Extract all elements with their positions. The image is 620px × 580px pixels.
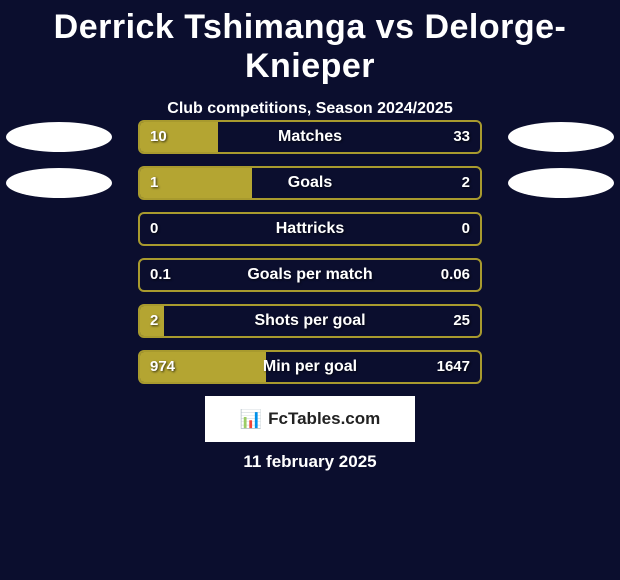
player-left-disc: [6, 122, 112, 152]
stat-bar: 0.10.06Goals per match: [138, 258, 482, 292]
stat-row: 1033Matches: [0, 120, 620, 154]
stat-bar: 9741647Min per goal: [138, 350, 482, 384]
stat-row: 0.10.06Goals per match: [0, 258, 620, 292]
logo-text: FcTables.com: [268, 409, 380, 429]
site-logo: 📊 FcTables.com: [205, 396, 415, 442]
stat-label: Min per goal: [140, 352, 480, 382]
chart-icon: 📊: [240, 409, 262, 430]
stat-label: Goals: [140, 168, 480, 198]
page-title: Derrick Tshimanga vs Delorge-Knieper: [0, 0, 620, 86]
player-right-disc: [508, 168, 614, 198]
page-subtitle: Club competitions, Season 2024/2025: [0, 100, 620, 118]
stat-bar: 225Shots per goal: [138, 304, 482, 338]
stat-label: Hattricks: [140, 214, 480, 244]
stat-row: 9741647Min per goal: [0, 350, 620, 384]
stat-bar: 1033Matches: [138, 120, 482, 154]
comparison-card: Derrick Tshimanga vs Delorge-Knieper Clu…: [0, 0, 620, 580]
stat-label: Shots per goal: [140, 306, 480, 336]
stat-label: Matches: [140, 122, 480, 152]
stat-bar: 00Hattricks: [138, 212, 482, 246]
stat-row: 00Hattricks: [0, 212, 620, 246]
stat-label: Goals per match: [140, 260, 480, 290]
player-left-disc: [6, 168, 112, 198]
stat-row: 12Goals: [0, 166, 620, 200]
date-label: 11 february 2025: [0, 452, 620, 472]
stat-row: 225Shots per goal: [0, 304, 620, 338]
player-right-disc: [508, 122, 614, 152]
stats-rows: 1033Matches 12Goals 00Hattricks 0.10.06Goal…: [0, 120, 620, 396]
logo-inner: 📊 FcTables.com: [240, 409, 381, 430]
stat-bar: 12Goals: [138, 166, 482, 200]
